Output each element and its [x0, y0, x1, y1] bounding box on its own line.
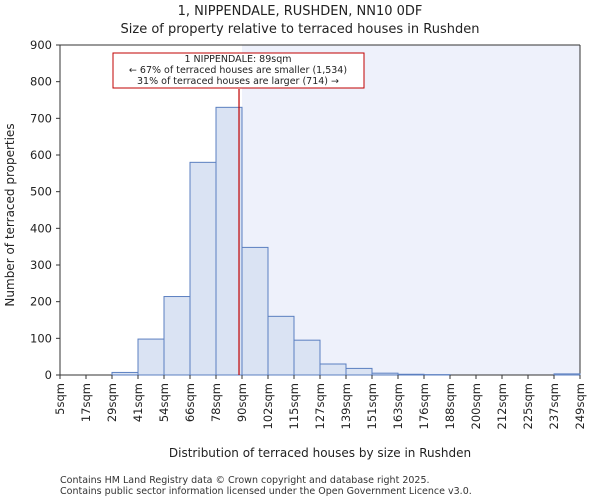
x-tick-label: 127sqm [313, 383, 327, 429]
annotation-box: 1 NIPPENDALE: 89sqm ← 67% of terraced ho… [112, 52, 365, 89]
x-tick-label: 237sqm [547, 383, 561, 429]
plot-area: 0 100 200 300 400 500 600 700 800 900 5sqm 17sqm 29s… [30, 38, 587, 429]
histogram-bar [553, 373, 581, 376]
y-tick-label: 200 [30, 295, 52, 309]
y-tick-label: 600 [30, 148, 52, 162]
x-tick-label: 188sqm [443, 383, 457, 429]
annotation-border [112, 52, 365, 89]
x-tick-label: 41sqm [131, 383, 145, 422]
histogram-bar [163, 296, 191, 376]
histogram-bar [345, 367, 373, 376]
histogram-bar [267, 315, 295, 376]
x-tick-label: 163sqm [391, 383, 405, 429]
histogram-bar [137, 338, 165, 376]
y-tick-label: 400 [30, 221, 52, 235]
annotation-line-2: ← 67% of terraced houses are smaller (1,… [129, 65, 347, 76]
x-tick-label: 249sqm [573, 383, 587, 429]
y-tick-label: 900 [30, 38, 52, 52]
chart-subtitle: Size of property relative to terraced ho… [121, 22, 480, 37]
y-tick-label: 100 [30, 331, 52, 345]
x-tick-label: 200sqm [469, 383, 483, 429]
x-tick-label: 139sqm [339, 383, 353, 429]
x-tick-label: 90sqm [235, 383, 249, 422]
y-tick-label: 300 [30, 258, 52, 272]
x-tick-label: 54sqm [157, 383, 171, 422]
highlight-region [242, 45, 580, 375]
y-axis-label: Number of terraced properties [3, 123, 17, 306]
histogram-bar [319, 363, 347, 376]
x-tick-label: 5sqm [53, 383, 67, 415]
x-tick-label: 115sqm [287, 383, 301, 429]
x-axis-label: Distribution of terraced houses by size … [169, 446, 471, 460]
x-tick-label: 66sqm [183, 383, 197, 422]
histogram-bar [215, 106, 243, 376]
x-tick-label: 29sqm [105, 383, 119, 422]
x-tick-label: 102sqm [261, 383, 275, 429]
y-tick-label: 500 [30, 185, 52, 199]
histogram-bar [241, 246, 269, 376]
histogram-bar [397, 373, 425, 376]
annotation-line-1: 1 NIPPENDALE: 89sqm [184, 54, 291, 65]
histogram-bar [371, 372, 399, 376]
footer-line-1: Contains HM Land Registry data © Crown c… [60, 475, 430, 486]
x-tick-label: 176sqm [417, 383, 431, 429]
x-tick-label: 212sqm [495, 383, 509, 429]
x-tick-label: 151sqm [365, 383, 379, 429]
x-tick-label: 225sqm [521, 383, 535, 429]
annotation-line-3: 31% of terraced houses are larger (714) … [137, 76, 339, 87]
y-tick-label: 0 [45, 368, 52, 382]
x-tick-label: 17sqm [79, 383, 93, 422]
footer-line-2: Contains public sector information licen… [60, 486, 472, 497]
histogram-bar [189, 161, 217, 376]
y-tick-label: 800 [30, 75, 52, 89]
histogram-bar [111, 371, 139, 376]
y-tick-label: 700 [30, 111, 52, 125]
histogram-bar [293, 339, 321, 376]
chart-title: 1, NIPPENDALE, RUSHDEN, NN10 0DF [178, 4, 423, 19]
x-tick-label: 78sqm [209, 383, 223, 422]
